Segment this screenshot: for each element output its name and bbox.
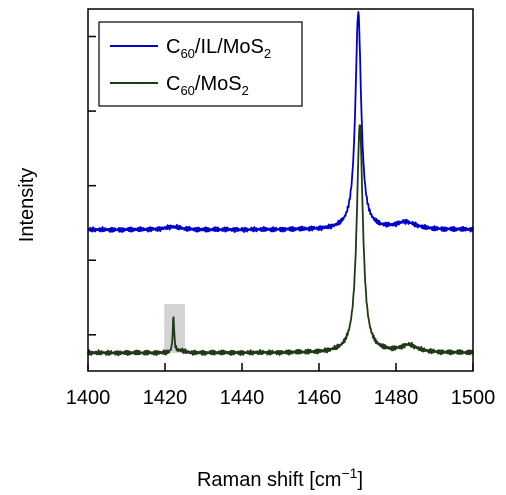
x-tick-label: 1480	[374, 387, 419, 409]
legend-label-0: C60/IL/MoS2	[166, 36, 271, 61]
series-layer	[87, 11, 474, 357]
legend-label-0-base: C	[166, 36, 180, 58]
legend-label-1-base: C	[166, 73, 180, 95]
x-axis-title-end: ]	[357, 469, 363, 491]
x-axis-ticks: 1400 1420 1440 1460 1480 1500	[66, 363, 496, 409]
series-line-0	[87, 11, 474, 234]
x-tick-label: 1460	[297, 387, 342, 409]
x-axis-title-superscript: −1	[341, 465, 357, 481]
legend-box	[98, 21, 303, 107]
legend-label-0-rest: /IL/MoS	[195, 36, 264, 58]
legend: C60/IL/MoS2 C60/MoS2	[98, 21, 303, 107]
x-axis-title: Raman shift [cm−1]	[197, 465, 363, 491]
x-tick-label: 1440	[220, 387, 265, 409]
legend-label-1-sub2: 2	[242, 83, 249, 98]
legend-label-1-rest: /MoS	[195, 73, 242, 95]
y-axis-title: Intensity	[16, 168, 38, 242]
x-tick-label: 1400	[66, 387, 111, 409]
plot-frame	[87, 8, 474, 372]
legend-label-0-sub: 60	[180, 46, 194, 61]
legend-label-1: C60/MoS2	[166, 73, 249, 98]
x-axis-title-main: Raman shift [cm	[197, 469, 341, 491]
y-axis-ticks	[88, 35, 96, 336]
series-line-1	[87, 124, 474, 357]
x-tick-label: 1420	[143, 387, 188, 409]
legend-label-1-sub: 60	[180, 83, 194, 98]
legend-label-0-sub2: 2	[264, 46, 271, 61]
x-tick-label: 1500	[451, 387, 496, 409]
